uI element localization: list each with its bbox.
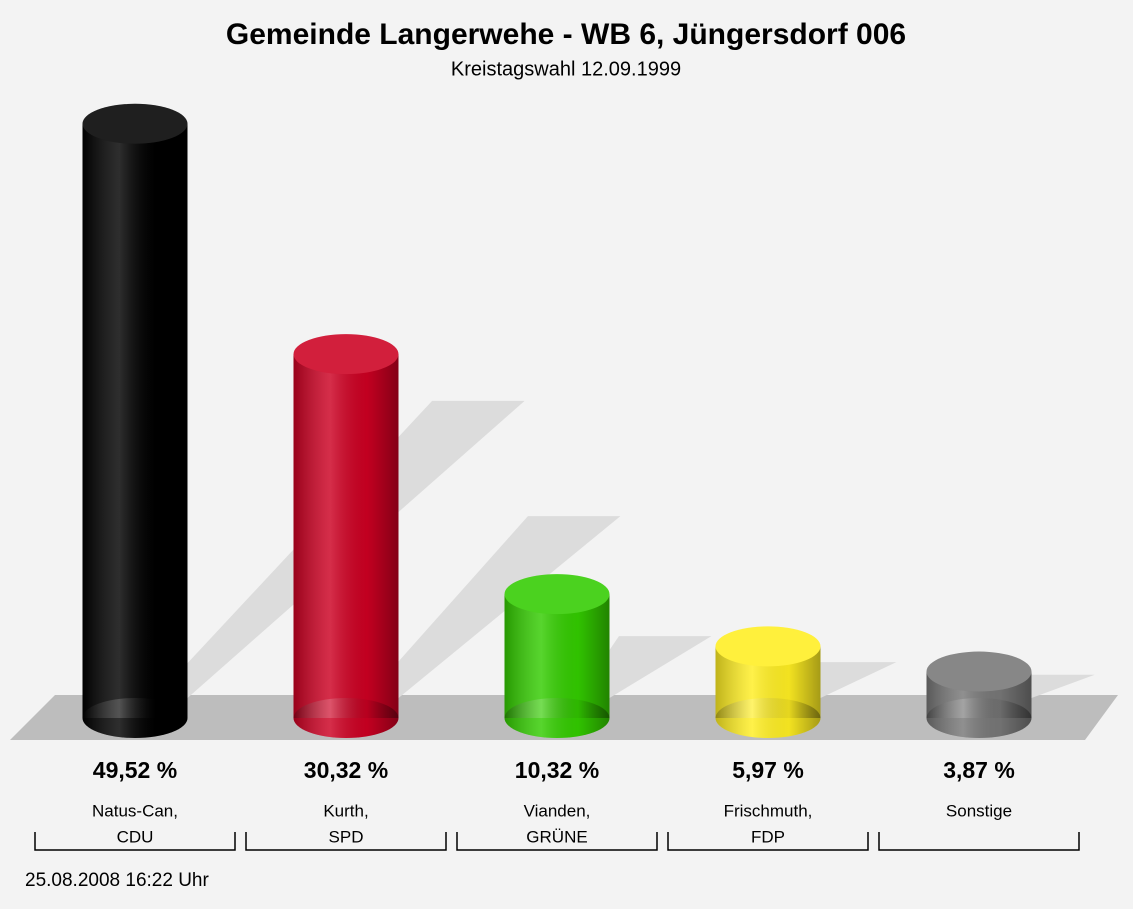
value-label: 3,87 % <box>943 757 1015 783</box>
x-tick-label: SPD <box>329 827 364 846</box>
bar-top <box>293 334 399 375</box>
category-bracket <box>667 832 869 851</box>
bar <box>926 651 1032 738</box>
value-label: 5,97 % <box>732 757 804 783</box>
bar-body-shade <box>82 123 188 718</box>
category-bracket <box>245 832 447 851</box>
chart-title: Gemeinde Langerwehe - WB 6, Jüngersdorf … <box>226 18 906 51</box>
bar-top <box>82 103 188 144</box>
x-tick-label: Frischmuth, <box>724 801 813 820</box>
category-bracket <box>34 832 236 851</box>
x-tick-label: FDP <box>751 827 785 846</box>
bar-top <box>504 574 610 615</box>
x-tick-label: Kurth, <box>323 801 368 820</box>
bar-top <box>926 651 1032 692</box>
x-tick-label: Sonstige <box>946 801 1012 820</box>
chart-subtitle: Kreistagswahl 12.09.1999 <box>451 58 681 80</box>
x-tick-label: CDU <box>117 827 154 846</box>
bar-top <box>715 626 821 667</box>
category-bracket <box>878 832 1080 851</box>
bar-top-light <box>82 103 188 144</box>
x-tick-label: Vianden, <box>524 801 591 820</box>
bar-top-light <box>293 334 399 375</box>
bar <box>504 574 610 738</box>
bar <box>715 626 821 738</box>
value-label: 10,32 % <box>515 757 599 783</box>
bar-shadow <box>366 516 621 698</box>
bar-top-light <box>926 651 1032 692</box>
bar-body-shade <box>504 594 610 718</box>
bar-top-light <box>715 626 821 667</box>
value-label: 30,32 % <box>304 757 388 783</box>
x-tick-label: GRÜNE <box>526 827 587 846</box>
bar-body-shade <box>293 354 399 718</box>
bar <box>82 103 188 738</box>
footnote: 25.08.2008 16:22 Uhr <box>25 870 209 891</box>
x-tick-label: Natus-Can, <box>92 801 178 820</box>
bar <box>293 334 399 738</box>
bar-top-light <box>504 574 610 615</box>
value-label: 49,52 % <box>93 757 177 783</box>
bar-shadow <box>577 636 712 698</box>
category-bracket <box>456 832 658 851</box>
